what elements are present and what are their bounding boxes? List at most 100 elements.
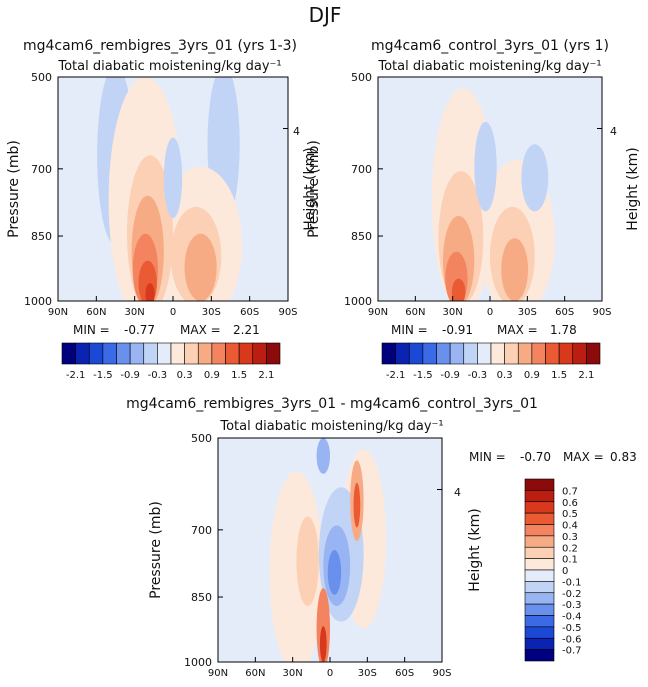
colorbar-swatch	[211, 342, 226, 365]
colorbar-swatch	[436, 342, 451, 365]
figure-title: DJF	[309, 3, 342, 27]
colorbar-label: -2.1	[66, 370, 86, 381]
y-tick-label: 700	[31, 163, 52, 176]
contour-region	[145, 283, 155, 301]
colorbar-label: 0.3	[562, 532, 578, 543]
panel-1-contour-field	[58, 77, 288, 301]
contour-region	[296, 516, 319, 606]
colorbar-swatch	[524, 592, 555, 605]
x-tick-label: 60N	[245, 668, 265, 679]
colorbar-swatch	[75, 342, 90, 365]
panel-1-min-value: -0.77	[124, 323, 155, 337]
colorbar-swatch	[517, 342, 533, 365]
y-tick-label: 1000	[184, 656, 212, 669]
panel-1-right-tick-label: 4	[293, 125, 300, 138]
panel-2-right-axis-label: Height (km)	[625, 147, 641, 230]
panel-3-max-label: MAX =	[563, 450, 604, 464]
contour-region	[229, 438, 274, 629]
colorbar-swatch	[558, 342, 574, 365]
x-tick-label: 90N	[48, 307, 68, 318]
colorbar-swatch	[116, 342, 131, 365]
colorbar-swatch	[129, 342, 145, 365]
contour-region	[353, 482, 361, 528]
panel-1-max-label: MAX =	[180, 323, 221, 337]
x-tick-label: 60S	[555, 307, 574, 318]
colorbar-swatch	[524, 626, 555, 639]
panel-1-colorbar: -2.1 -1.5 -0.9 -0.3 0.3 0.9 1.5 2.1	[61, 342, 281, 381]
colorbar-label: 2.1	[578, 370, 594, 381]
panel-3-right-tick-label: 4	[454, 486, 461, 499]
x-tick-label: 60S	[240, 307, 259, 318]
colorbar-label: -0.5	[562, 623, 582, 634]
colorbar-swatch	[381, 342, 396, 365]
colorbar-label: -2.1	[386, 370, 406, 381]
colorbar-swatch	[422, 342, 437, 365]
colorbar-swatch	[524, 558, 555, 571]
contour-region	[316, 588, 330, 662]
panel-3: mg4cam6_rembigres_3yrs_01 - mg4cam6_cont…	[126, 396, 637, 679]
colorbar-swatch	[524, 637, 555, 650]
x-tick-label: 90S	[278, 307, 297, 318]
panel-3-min-label: MIN =	[469, 450, 506, 464]
colorbar-label: -0.7	[562, 646, 582, 657]
panel-1-max-value: 2.21	[233, 323, 260, 337]
x-tick-label: 60S	[395, 668, 414, 679]
panel-3-contour-field	[218, 438, 442, 662]
contour-region	[451, 278, 466, 301]
colorbar-swatch	[524, 512, 555, 525]
colorbar-swatch	[504, 342, 519, 365]
colorbar-swatch	[524, 478, 555, 491]
panel-2-y-ticks: 500 700 850 1000	[344, 71, 602, 308]
colorbar-label: 2.1	[258, 370, 274, 381]
colorbar-swatch	[449, 342, 465, 365]
panel-1-y-axis-label: Pressure (mb)	[6, 140, 22, 238]
colorbar-label: 0.9	[524, 370, 540, 381]
colorbar-swatch	[143, 342, 158, 365]
contour-region	[327, 550, 342, 595]
contour-region	[184, 233, 217, 301]
x-tick-label: 30S	[202, 307, 221, 318]
colorbar-swatch	[524, 603, 555, 616]
colorbar-label: 0.3	[497, 370, 513, 381]
colorbar-label: 0.1	[562, 555, 578, 566]
contour-region	[319, 626, 327, 662]
colorbar-swatch	[252, 342, 267, 365]
colorbar-swatch	[88, 342, 104, 365]
colorbar-swatch	[170, 342, 185, 365]
x-tick-label: 30N	[125, 307, 145, 318]
y-tick-label: 1000	[344, 295, 372, 308]
y-tick-label: 850	[31, 230, 52, 243]
panel-2-title: mg4cam6_control_3yrs_01 (yrs 1)	[371, 38, 609, 54]
colorbar-swatch	[266, 342, 281, 365]
panel-2-x-ticks: 90N 60N 30N 0 30S 60S 90S	[368, 296, 612, 318]
y-tick-label: 700	[351, 163, 372, 176]
y-tick-label: 500	[351, 71, 372, 84]
colorbar-swatch	[545, 342, 560, 365]
colorbar-swatch	[524, 501, 555, 514]
colorbar-label: -1.5	[413, 370, 433, 381]
colorbar-label: 0.2	[562, 543, 578, 554]
y-tick-label: 700	[191, 524, 212, 537]
x-tick-label: 90S	[592, 307, 611, 318]
colorbar-swatch	[238, 342, 254, 365]
colorbar-swatch	[102, 342, 117, 365]
colorbar-label: -0.4	[562, 612, 582, 623]
colorbar-label: -0.2	[562, 589, 582, 600]
contour-region	[501, 238, 529, 301]
panel-2-min-value: -0.91	[442, 323, 473, 337]
colorbar-swatch	[531, 342, 546, 365]
x-tick-label: 0	[487, 307, 493, 318]
panel-3-x-ticks: 90N 60N 30N 0 30S 60S 90S	[208, 657, 452, 679]
colorbar-swatch	[184, 342, 199, 365]
x-tick-label: 30N	[443, 307, 463, 318]
colorbar-swatch	[572, 342, 587, 365]
colorbar-swatch	[524, 490, 555, 503]
colorbar-swatch	[586, 342, 601, 365]
x-tick-label: 90S	[432, 668, 451, 679]
panel-1: mg4cam6_rembigres_3yrs_01 (yrs 1-3) Tota…	[6, 38, 318, 381]
panel-3-y-ticks: 500 700 850 1000	[184, 432, 442, 669]
colorbar-swatch	[157, 342, 172, 365]
panel-3-max-value: 0.83	[610, 450, 637, 464]
colorbar-swatch	[477, 342, 492, 365]
